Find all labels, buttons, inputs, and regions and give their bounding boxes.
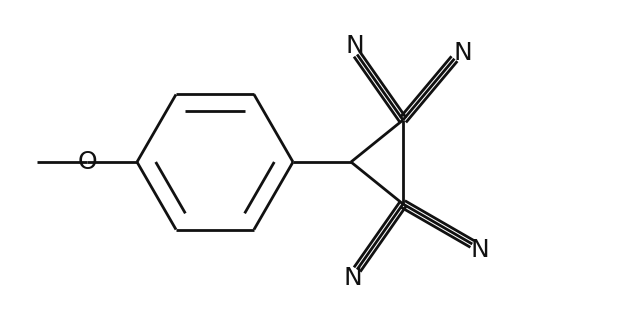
Text: N: N (344, 266, 362, 290)
Text: N: N (346, 34, 365, 58)
Text: N: N (471, 238, 490, 262)
Text: N: N (453, 41, 472, 65)
Text: O: O (77, 150, 97, 174)
